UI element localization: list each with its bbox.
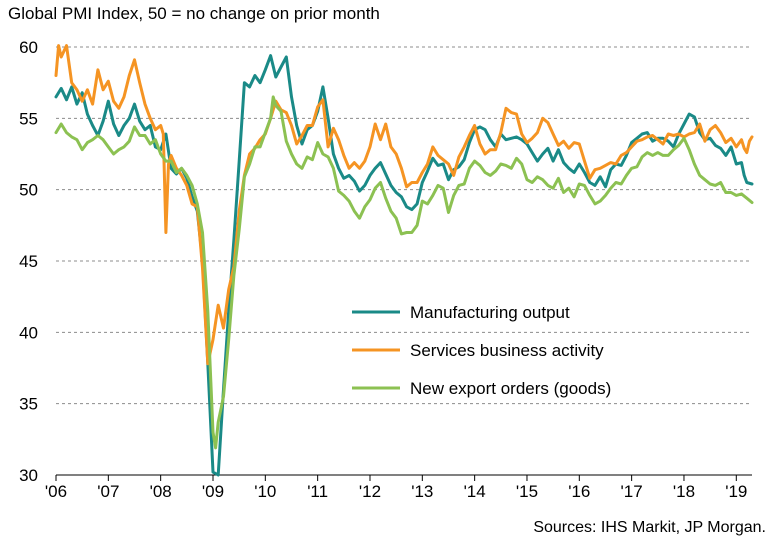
x-tick-label-2019: '19 [725,482,747,501]
y-tick-label-50: 50 [19,181,38,200]
series-line-0 [54,54,754,477]
source-note: Sources: IHS Markit, JP Morgan. [533,519,766,536]
x-tick-label-2018: '18 [673,482,695,501]
x-tick-label-2014: '14 [464,482,486,501]
x-tick-label-2009: '09 [202,482,224,501]
x-tick-label-2011: '11 [307,482,328,501]
y-tick-label-60: 60 [19,38,38,57]
x-tick-label-2015: '15 [516,482,538,501]
legend-label-0: Manufacturing output [410,303,570,322]
x-tick-label-2008: '08 [150,482,172,501]
x-tick-label-2013: '13 [411,482,433,501]
y-tick-label-45: 45 [19,252,38,271]
x-tick-label-2016: '16 [568,482,590,501]
chart-title: Global PMI Index, 50 = no change on prio… [8,4,380,23]
y-tick-label-30: 30 [19,466,38,485]
series-line-1 [54,44,754,366]
x-tick-label-2010: '10 [254,482,276,501]
x-tick-label-2007: '07 [97,482,119,501]
y-tick-label-40: 40 [19,323,38,342]
series-lines [54,44,754,477]
legend-label-1: Services business activity [410,341,604,360]
y-tick-label-55: 55 [19,109,38,128]
gridlines [56,46,752,405]
x-tick-label-2006: '06 [45,482,67,501]
y-tick-label-35: 35 [19,395,38,414]
axes: 30 35 40 45 50 55 60 '06 '07 '08 '09 '10 '11 '12 '13 '1… [19,38,752,501]
legend: Manufacturing output Services business ac… [352,303,611,398]
x-tick-label-2012: '12 [359,482,381,501]
x-tick-label-2017: '17 [621,482,643,501]
legend-label-2: New export orders (goods) [410,379,611,398]
series-line-2 [54,95,754,450]
